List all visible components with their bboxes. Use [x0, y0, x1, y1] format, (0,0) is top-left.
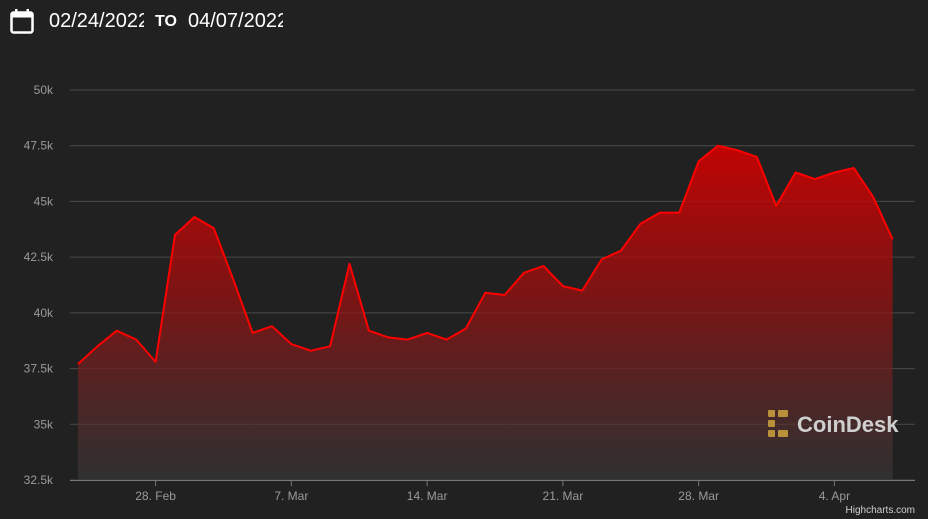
calendar-icon[interactable] — [10, 9, 34, 34]
x-tick-label: 7. Mar — [274, 489, 308, 503]
y-tick-label: 40k — [34, 306, 54, 320]
header: 02/24/2022 TO 04/07/2022 — [0, 0, 928, 44]
y-tick-label: 42.5k — [24, 250, 54, 264]
line — [77, 144, 894, 365]
y-tick-label: 37.5k — [24, 362, 54, 376]
y-tick-label: 45k — [34, 194, 54, 208]
y-tick-label: 50k — [34, 83, 54, 97]
x-tick-label: 28. Feb — [135, 489, 176, 503]
x-tick-label: 4. Apr — [819, 489, 850, 503]
date-to[interactable]: 04/07/2022 — [188, 10, 283, 32]
x-tick-label: 28. Mar — [678, 489, 719, 503]
date-from[interactable]: 02/24/2022 — [49, 10, 144, 32]
credits[interactable]: Highcharts.com — [846, 505, 915, 516]
y-tick-label: 47.5k — [24, 139, 54, 153]
area — [78, 145, 893, 480]
to-label: TO — [155, 13, 177, 30]
x-tick-label: 21. Mar — [543, 489, 584, 503]
watermark-text: CoinDesk — [797, 412, 899, 437]
y-tick-label: 32.5k — [24, 473, 54, 487]
watermark: CoinDesk — [768, 410, 899, 437]
x-tick-label: 14. Mar — [407, 489, 448, 503]
y-tick-label: 35k — [34, 417, 54, 431]
